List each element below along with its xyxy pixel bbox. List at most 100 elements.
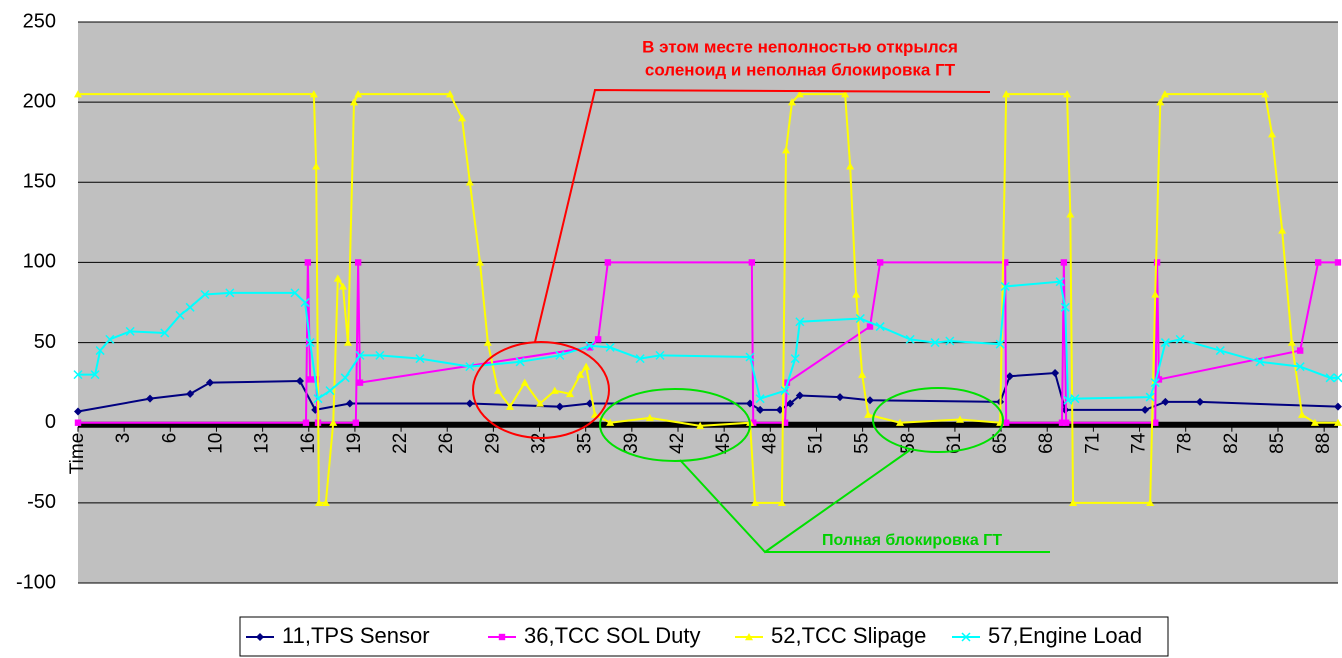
marker bbox=[225, 288, 235, 298]
marker bbox=[746, 399, 754, 408]
x-tick-label: 16 bbox=[298, 433, 319, 454]
y-tick-label: 0 bbox=[45, 411, 56, 433]
marker bbox=[930, 338, 940, 348]
x-tick-label: 55 bbox=[852, 433, 873, 454]
marker bbox=[375, 350, 385, 360]
green-ellipse bbox=[872, 387, 1004, 453]
marker bbox=[866, 323, 874, 330]
legend-label: 57,Engine Load bbox=[988, 623, 1142, 648]
marker bbox=[876, 259, 884, 266]
marker bbox=[1160, 90, 1169, 98]
marker bbox=[309, 90, 318, 98]
marker bbox=[105, 334, 115, 344]
marker bbox=[858, 370, 867, 378]
marker bbox=[846, 162, 855, 170]
x-tick-label: Time bbox=[67, 433, 88, 475]
marker bbox=[1150, 378, 1160, 388]
y-tick-label: 150 bbox=[23, 171, 56, 193]
red-annotation: В этом месте неполностью открылся bbox=[642, 37, 958, 56]
marker bbox=[1002, 259, 1009, 266]
marker bbox=[751, 498, 760, 507]
marker bbox=[1146, 498, 1155, 507]
marker bbox=[520, 378, 529, 386]
marker bbox=[354, 259, 362, 266]
annotations: В этом месте неполностью открылся солено… bbox=[472, 37, 1050, 554]
x-tick-label: 82 bbox=[1221, 433, 1242, 454]
marker bbox=[305, 338, 315, 348]
marker bbox=[494, 386, 502, 394]
marker bbox=[74, 407, 82, 416]
marker bbox=[465, 399, 474, 408]
marker bbox=[855, 313, 865, 324]
x-tick-label: 85 bbox=[1267, 433, 1288, 454]
marker bbox=[355, 350, 365, 360]
x-tick-label: 45 bbox=[713, 433, 734, 454]
marker bbox=[356, 379, 364, 386]
marker bbox=[329, 418, 338, 426]
x-tick-label: 78 bbox=[1175, 433, 1196, 454]
marker bbox=[415, 354, 425, 364]
x-tick-label: 22 bbox=[390, 433, 411, 454]
marker bbox=[306, 376, 314, 383]
marker bbox=[875, 322, 885, 332]
marker bbox=[506, 402, 514, 410]
marker bbox=[576, 370, 585, 378]
marker bbox=[780, 386, 790, 396]
x-tick-label: 32 bbox=[529, 433, 550, 454]
marker bbox=[696, 421, 705, 430]
x-tick-label: 42 bbox=[667, 433, 688, 454]
marker bbox=[1310, 418, 1319, 426]
marker bbox=[313, 394, 323, 404]
marker bbox=[446, 90, 454, 98]
red-annotation: соленоид и неполная блокировка ГТ bbox=[645, 60, 956, 79]
marker bbox=[1215, 346, 1225, 356]
marker bbox=[745, 633, 753, 641]
marker bbox=[465, 362, 475, 372]
marker bbox=[476, 258, 484, 266]
marker bbox=[1055, 277, 1065, 287]
marker bbox=[1334, 259, 1342, 266]
x-tick-label: 13 bbox=[252, 433, 273, 454]
marker bbox=[864, 410, 873, 418]
marker bbox=[290, 288, 300, 298]
marker bbox=[905, 334, 915, 344]
marker bbox=[1334, 402, 1342, 411]
marker bbox=[1175, 334, 1185, 344]
marker bbox=[90, 370, 100, 380]
marker bbox=[333, 274, 342, 282]
marker bbox=[745, 352, 755, 362]
y-tick-label: -50 bbox=[27, 491, 56, 513]
marker bbox=[1333, 373, 1342, 383]
y-tick-label: 50 bbox=[34, 331, 56, 353]
green-ellipse bbox=[599, 388, 751, 462]
marker bbox=[340, 373, 350, 383]
legend-label: 11,TPS Sensor bbox=[282, 623, 430, 648]
marker bbox=[777, 498, 786, 507]
marker bbox=[795, 391, 804, 400]
y-tick-label: 200 bbox=[23, 90, 56, 112]
marker bbox=[606, 418, 615, 426]
marker bbox=[175, 310, 185, 320]
marker bbox=[338, 282, 347, 290]
marker bbox=[345, 399, 354, 408]
x-tick-label: 35 bbox=[575, 433, 596, 454]
marker bbox=[896, 418, 904, 426]
y-tick-label: 100 bbox=[23, 251, 56, 273]
marker bbox=[1145, 392, 1155, 402]
marker bbox=[465, 178, 474, 186]
marker bbox=[1060, 302, 1070, 312]
series-layer bbox=[73, 90, 1342, 507]
marker bbox=[748, 259, 756, 266]
marker bbox=[795, 90, 804, 98]
red-ellipse bbox=[472, 341, 610, 439]
marker bbox=[655, 350, 665, 360]
marker bbox=[1141, 405, 1150, 414]
marker bbox=[146, 394, 154, 403]
marker bbox=[312, 162, 321, 170]
marker bbox=[1069, 498, 1078, 507]
marker bbox=[781, 419, 789, 426]
marker bbox=[515, 357, 525, 367]
x-tick-label: 51 bbox=[805, 433, 826, 454]
marker bbox=[483, 338, 492, 346]
